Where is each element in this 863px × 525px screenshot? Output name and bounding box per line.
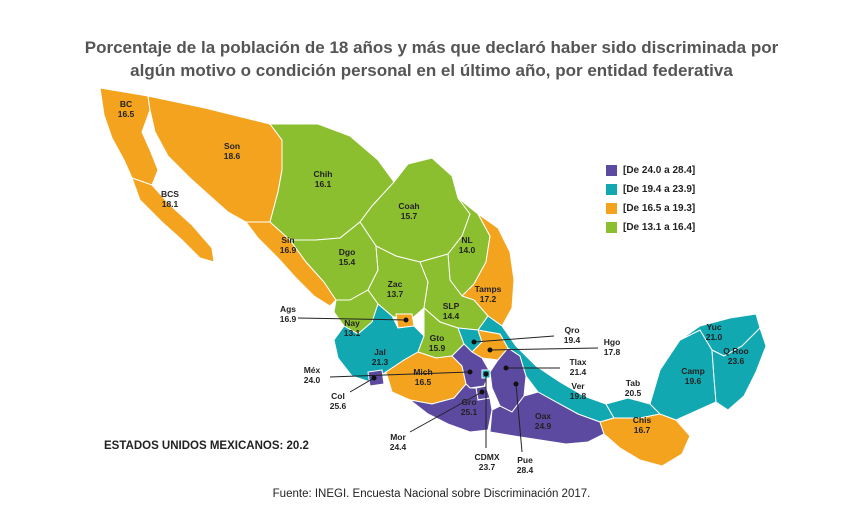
dot-mex bbox=[467, 369, 473, 375]
title-line-1: Porcentaje de la población de 18 años y … bbox=[84, 38, 779, 57]
legend-label: [De 24.0 a 28.4] bbox=[623, 165, 696, 176]
state-labels: BC 16.5 Son 18.6 BCS 18.1 Chih 16.1 Coah 15.7… bbox=[118, 99, 749, 475]
legend-item: [De 16.5 a 19.3] bbox=[606, 199, 695, 218]
legend-label: [De 19.4 a 23.9] bbox=[623, 184, 696, 195]
source-note: Fuente: INEGI. Encuesta Nacional sobre D… bbox=[272, 488, 591, 500]
label-cdmx: CDMX 23.7 bbox=[474, 452, 499, 472]
state-chis[interactable] bbox=[599, 413, 691, 467]
legend-swatch bbox=[606, 203, 617, 214]
leader-ags bbox=[297, 317, 407, 321]
label-ags: Ags 16.9 bbox=[280, 304, 297, 324]
dot-col bbox=[371, 375, 377, 381]
legend-item: [De 19.4 a 23.9] bbox=[606, 180, 695, 199]
legend-item: [De 24.0 a 28.4] bbox=[606, 161, 695, 180]
label-nl: NL 14.0 bbox=[459, 235, 476, 255]
label-ver: Ver 19.8 bbox=[570, 381, 587, 401]
legend-label: [De 13.1 a 16.4] bbox=[623, 222, 696, 233]
label-slp: SLP 14.4 bbox=[443, 301, 460, 321]
leader-lines bbox=[297, 317, 599, 453]
leader-pue bbox=[515, 383, 523, 453]
label-yuc: Yuc 21.0 bbox=[706, 322, 723, 342]
label-hgo: Hgo 17.8 bbox=[604, 337, 621, 357]
label-qroo: Q Roo 23.6 bbox=[723, 346, 749, 366]
legend-swatch bbox=[606, 165, 617, 176]
legend-item: [De 13.1 a 16.4] bbox=[606, 218, 695, 237]
map-title: Porcentaje de la población de 18 años y … bbox=[40, 36, 823, 82]
label-son: Son 18.6 bbox=[224, 141, 241, 161]
title-line-2: algún motivo o condición personal en el … bbox=[130, 61, 733, 80]
legend-swatch bbox=[606, 222, 617, 233]
label-sin: Sin 16.9 bbox=[280, 235, 297, 255]
label-qro: Qro 19.4 bbox=[564, 325, 581, 345]
label-camp: Camp 19.6 bbox=[681, 366, 705, 386]
leader-dots bbox=[371, 317, 519, 395]
label-chih: Chih 16.1 bbox=[314, 169, 333, 189]
label-zac: Zac 13.7 bbox=[387, 279, 404, 299]
label-gto: Gto 15.9 bbox=[429, 333, 446, 353]
dot-pue bbox=[513, 381, 519, 387]
leader-qro bbox=[473, 335, 555, 343]
label-bc: BC 16.5 bbox=[118, 99, 135, 119]
label-chis: Chis 16.7 bbox=[633, 415, 652, 435]
label-nay: Nay 13.1 bbox=[344, 318, 361, 338]
state-bcs[interactable] bbox=[131, 177, 215, 263]
label-bcs: BCS 18.1 bbox=[161, 189, 179, 209]
state-qroo[interactable] bbox=[711, 327, 767, 411]
dot-tlax bbox=[503, 365, 509, 371]
label-oax: Oax 24.9 bbox=[535, 411, 552, 431]
dot-mor bbox=[479, 389, 485, 395]
label-coah: Coah 15.7 bbox=[398, 201, 419, 221]
label-mich: Mich 16.5 bbox=[413, 367, 432, 387]
leader-col bbox=[349, 377, 375, 393]
label-tab: Tab 20.5 bbox=[625, 378, 642, 398]
label-jal: Jal 21.3 bbox=[372, 347, 389, 367]
map-legend: [De 24.0 a 28.4] [De 19.4 a 23.9] [De 16… bbox=[606, 161, 695, 237]
label-gro: Gro 25.1 bbox=[461, 397, 478, 417]
label-tamps: Tamps 17.2 bbox=[475, 284, 502, 304]
label-tlax: Tlax 21.4 bbox=[569, 357, 586, 377]
dot-hgo bbox=[487, 347, 493, 353]
label-dgo: Dgo 15.4 bbox=[339, 247, 356, 267]
label-pue: Pue 28.4 bbox=[517, 455, 534, 475]
leader-hgo bbox=[489, 347, 599, 351]
leader-mex bbox=[329, 371, 471, 378]
dot-qro bbox=[471, 339, 477, 345]
dot-cdmx bbox=[483, 371, 489, 377]
label-col: Col 25.6 bbox=[330, 391, 347, 411]
label-mex: Méx 24.0 bbox=[304, 365, 321, 385]
label-mor: Mor 24.4 bbox=[390, 432, 407, 452]
leader-mor bbox=[409, 391, 483, 433]
dot-ags bbox=[403, 317, 409, 323]
national-value: ESTADOS UNIDOS MEXICANOS: 20.2 bbox=[104, 440, 309, 452]
state-gro[interactable] bbox=[409, 383, 493, 433]
legend-swatch bbox=[606, 184, 617, 195]
legend-label: [De 16.5 a 19.3] bbox=[623, 203, 696, 214]
